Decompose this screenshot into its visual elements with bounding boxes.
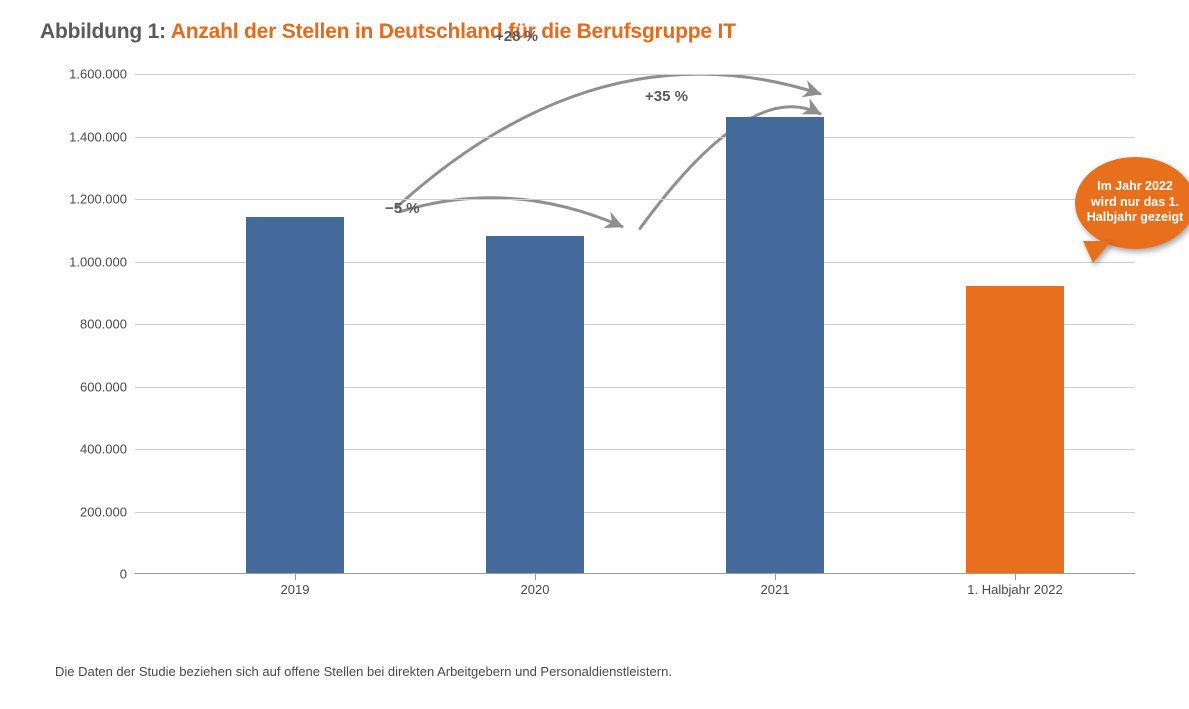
figure-container: Abbildung 1: Anzahl der Stellen in Deuts… — [0, 0, 1189, 709]
gridline — [135, 74, 1135, 75]
y-tick-label: 200.000 — [80, 504, 127, 519]
gridline — [135, 137, 1135, 138]
y-tick-label: 0 — [120, 567, 127, 582]
y-tick-label: 600.000 — [80, 379, 127, 394]
x-tick-label: 2020 — [521, 582, 550, 597]
bar — [246, 217, 344, 573]
y-tick-label: 1.200.000 — [69, 192, 127, 207]
callout-tail — [1083, 241, 1111, 263]
y-tick-label: 1.400.000 — [69, 129, 127, 144]
pct-label-2019-2021: +28 % — [495, 28, 538, 45]
x-axis-labels: 2019 2020 2021 1. Halbjahr 2022 — [135, 582, 1135, 612]
footnote: Die Daten der Studie beziehen sich auf o… — [55, 664, 672, 679]
bar — [726, 117, 824, 573]
y-tick-label: 800.000 — [80, 317, 127, 332]
title-prefix: Abbildung 1: — [40, 20, 171, 43]
bar — [486, 236, 584, 574]
x-tick — [535, 574, 536, 580]
figure-title: Abbildung 1: Anzahl der Stellen in Deuts… — [40, 20, 1149, 44]
gridline — [135, 199, 1135, 200]
bar — [966, 286, 1064, 574]
y-axis: 0200.000400.000600.000800.0001.000.0001.… — [40, 74, 135, 574]
y-tick-label: 1.600.000 — [69, 67, 127, 82]
x-tick — [295, 574, 296, 580]
callout-text: Im Jahr 2022 wird nur das 1. Halbjahr ge… — [1083, 179, 1187, 226]
x-tick-label: 2019 — [281, 582, 310, 597]
callout-bubble: Im Jahr 2022 wird nur das 1. Halbjahr ge… — [1075, 157, 1189, 249]
pct-label-2019-2020: −5 % — [385, 200, 420, 217]
bar-chart: 0 200.000 400.000 600.000 800.000 1.000.000 1.… — [40, 74, 1140, 634]
title-main: Anzahl der Stellen in Deutschland für di… — [171, 20, 736, 43]
x-tick — [775, 574, 776, 580]
x-tick-label: 2021 — [761, 582, 790, 597]
y-tick-label: 1.000.000 — [69, 254, 127, 269]
y-tick-label: 400.000 — [80, 442, 127, 457]
pct-label-2020-2021: +35 % — [645, 88, 688, 105]
x-tick-label: 1. Halbjahr 2022 — [967, 582, 1062, 597]
plot-area — [135, 74, 1135, 574]
arrow — [400, 198, 622, 227]
x-tick — [1015, 574, 1016, 580]
